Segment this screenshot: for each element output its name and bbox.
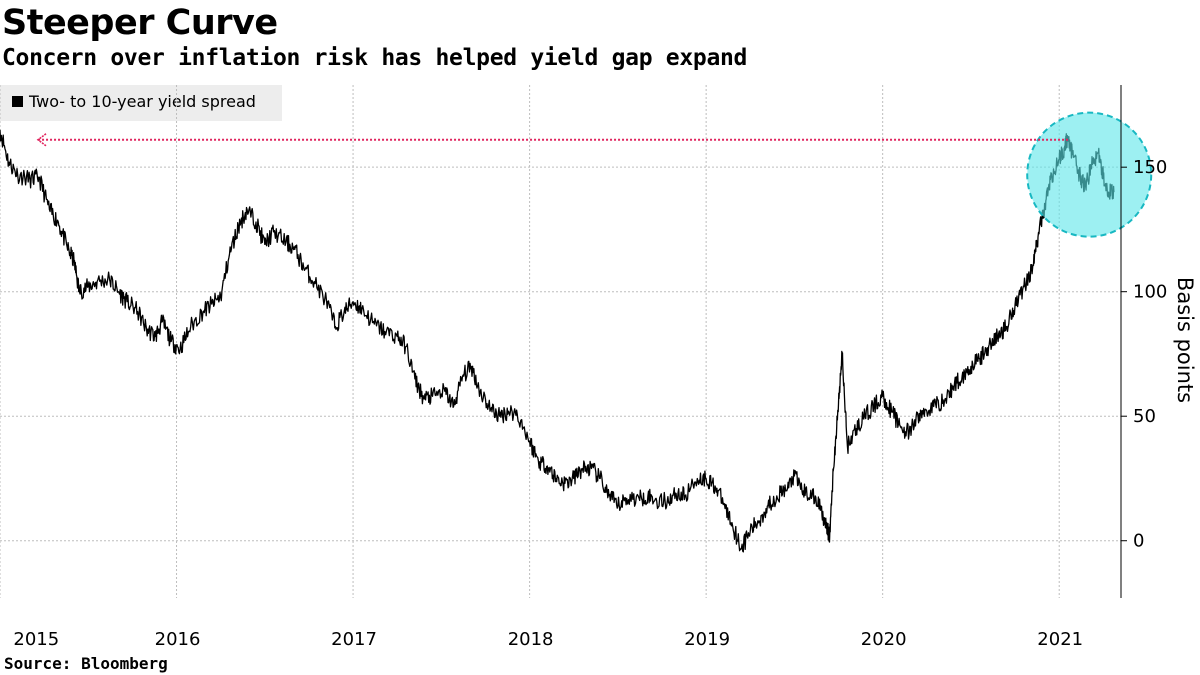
legend-label: Two- to 10-year yield spread <box>29 92 256 111</box>
y-tick-label: 0 <box>1133 531 1144 552</box>
x-tick-label: 2021 <box>1037 629 1083 650</box>
chart-marks <box>0 129 1115 553</box>
gridlines <box>0 85 1121 598</box>
chart-title: Steeper Curve <box>2 3 278 43</box>
y-axis-label: Basis points <box>1173 277 1197 403</box>
x-tick-label: 2017 <box>331 629 377 650</box>
x-tick-label: 2016 <box>155 629 201 650</box>
x-tick-label: 2018 <box>508 629 554 650</box>
x-tick-label: 2019 <box>684 629 730 650</box>
source-note: Source: Bloomberg <box>4 654 168 673</box>
arrow-head-icon <box>36 133 47 147</box>
x-tick-label: 2015 <box>13 629 59 650</box>
annotations <box>36 111 1153 238</box>
highlight-circle <box>1026 111 1153 238</box>
x-tick-label: 2020 <box>861 629 907 650</box>
legend <box>0 85 282 121</box>
legend-swatch <box>12 96 23 107</box>
y-tick-label: 150 <box>1133 157 1167 178</box>
y-tick-label: 100 <box>1133 282 1167 303</box>
chart-subtitle: Concern over inflation risk has helped y… <box>2 45 748 71</box>
axes: 0 50 100 150 2015 2016 2017 2018 2019 2020 2021 <box>13 85 1167 650</box>
y-tick-label: 50 <box>1133 406 1156 427</box>
series-line <box>0 129 1115 553</box>
